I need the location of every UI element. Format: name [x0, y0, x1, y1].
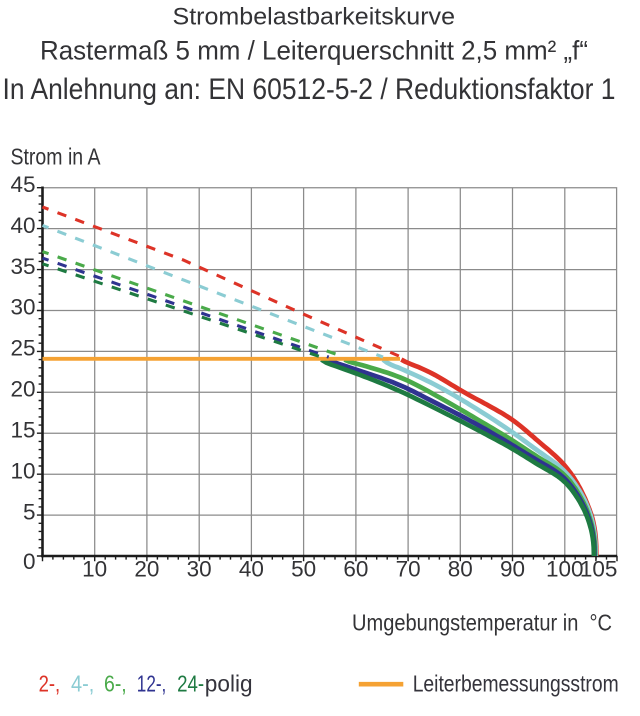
- svg-text:6-,: 6-,: [104, 671, 127, 697]
- svg-text:10: 10: [82, 557, 107, 582]
- svg-text:Rastermaß 5 mm / Leiterquersch: Rastermaß 5 mm / Leiterquerschnitt 2,5 m…: [40, 36, 588, 66]
- svg-text:100: 100: [546, 557, 584, 582]
- svg-text:5: 5: [23, 499, 36, 524]
- svg-text:2-,: 2-,: [39, 671, 61, 697]
- svg-text:70: 70: [396, 557, 421, 582]
- svg-text:80: 80: [448, 557, 473, 582]
- svg-text:25: 25: [10, 336, 35, 361]
- svg-text:Umgebungstemperatur in °C: Umgebungstemperatur in °C: [352, 609, 612, 635]
- svg-text:24-: 24-: [177, 671, 204, 697]
- svg-text:In Anlehnung an: EN 60512-5-2: In Anlehnung an: EN 60512-5-2 / Reduktio…: [3, 73, 616, 106]
- svg-text:50: 50: [291, 557, 316, 582]
- svg-text:Strombelastbarkeitskurve: Strombelastbarkeitskurve: [173, 4, 456, 31]
- svg-text:Leiterbemessungsstrom: Leiterbemessungsstrom: [413, 671, 619, 697]
- svg-text:4-,: 4-,: [71, 671, 94, 697]
- svg-text:Strom in A: Strom in A: [11, 143, 101, 169]
- svg-text:20: 20: [134, 557, 159, 582]
- svg-text:30: 30: [10, 295, 35, 320]
- svg-text:polig: polig: [205, 671, 253, 697]
- svg-text:10: 10: [10, 458, 35, 483]
- svg-text:20: 20: [10, 377, 35, 402]
- svg-text:105: 105: [580, 557, 618, 582]
- svg-text:12-,: 12-,: [137, 671, 167, 697]
- svg-text:90: 90: [500, 557, 525, 582]
- svg-text:30: 30: [187, 557, 212, 582]
- svg-text:15: 15: [10, 417, 35, 442]
- svg-text:45: 45: [10, 172, 35, 197]
- svg-text:0: 0: [23, 549, 36, 574]
- svg-text:60: 60: [343, 557, 368, 582]
- svg-text:35: 35: [10, 254, 35, 279]
- svg-text:40: 40: [239, 557, 264, 582]
- svg-text:40: 40: [10, 213, 35, 238]
